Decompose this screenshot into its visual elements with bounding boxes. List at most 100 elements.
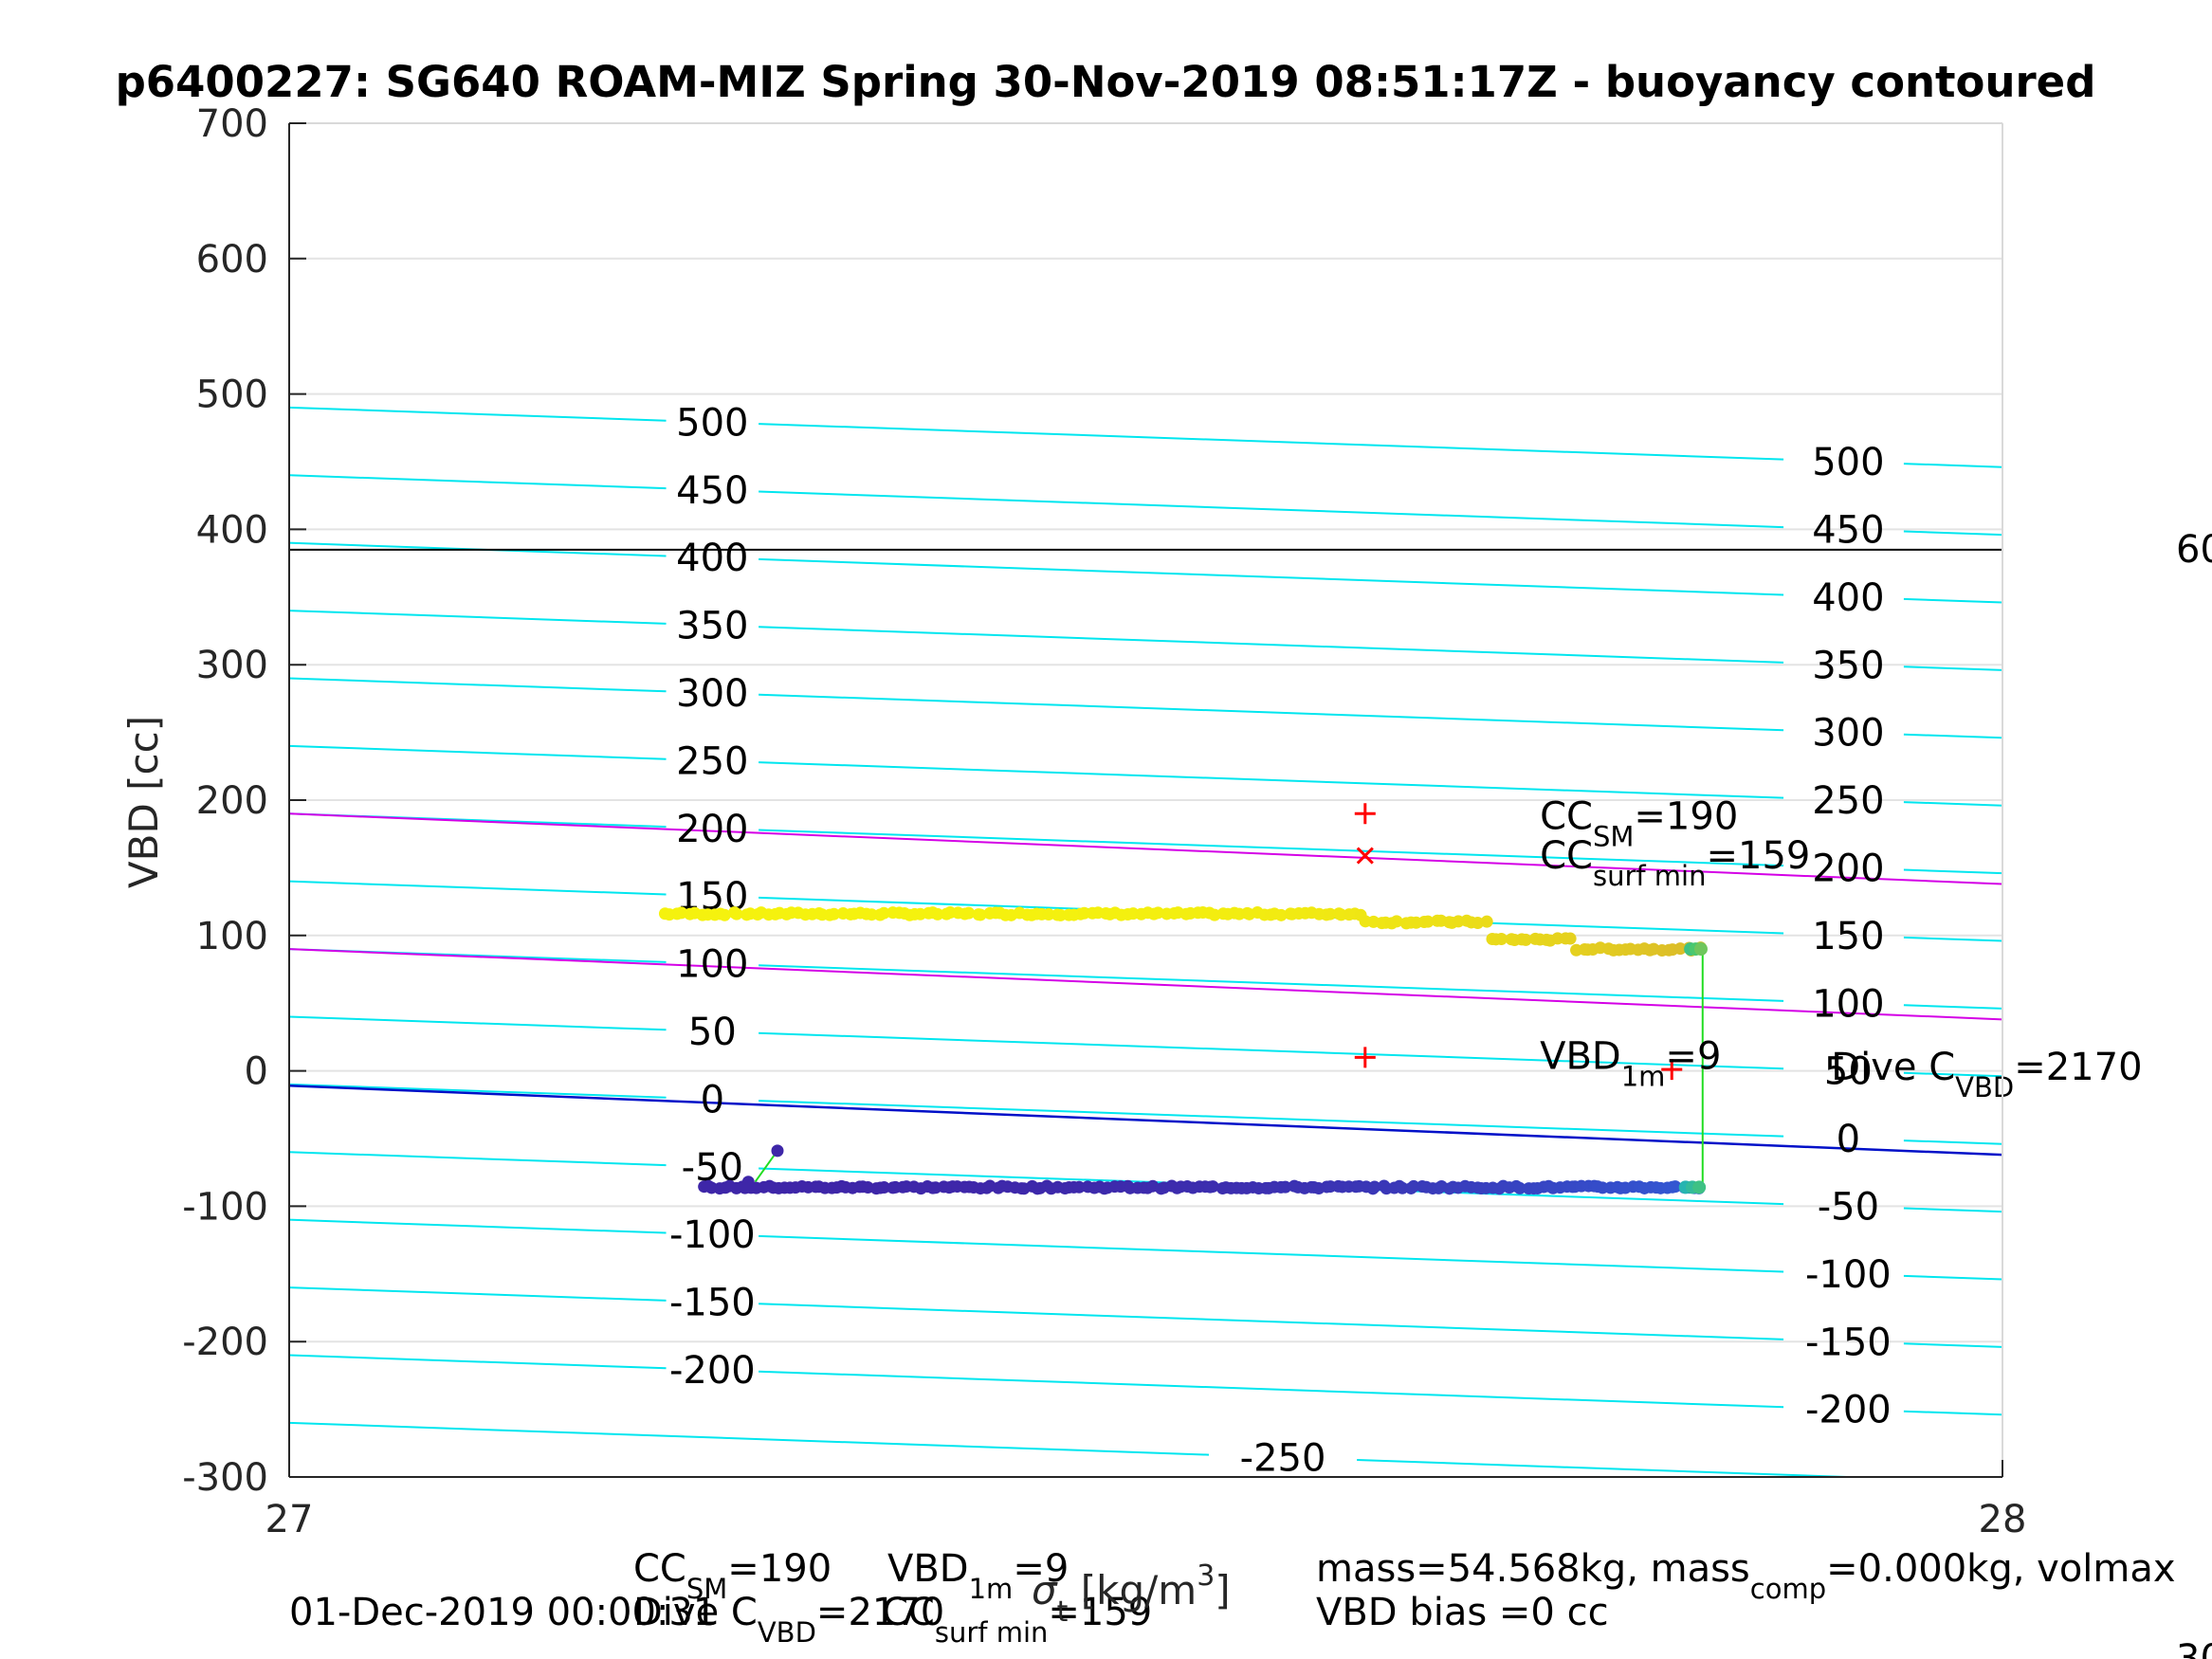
buoyancy-contour-line (1903, 1139, 2002, 1145)
buoyancy-contour-line (1903, 665, 2002, 671)
data-point (1513, 1181, 1526, 1194)
y-tick-label: -300 (182, 1456, 268, 1500)
buoyancy-contour-line (1903, 868, 2002, 875)
buoyancy-contour-line (759, 829, 1784, 867)
buoyancy-contour-line (1903, 1342, 2002, 1348)
buoyancy-contour-line (289, 610, 667, 625)
contour-label: 0 (701, 1078, 724, 1121)
buoyancy-contour-line (1903, 530, 2002, 537)
buoyancy-contour-line (759, 1303, 1784, 1340)
contour-label: -150 (669, 1282, 756, 1325)
y-tick-label: 200 (196, 779, 268, 823)
footer-mass: mass=54.568kg, masscomp=0.000kg, volmax (1316, 1547, 2176, 1605)
value-annotation: VBD1m=9 (1540, 1034, 1721, 1092)
data-point (1390, 915, 1403, 928)
data-point (1274, 908, 1288, 921)
data-point (828, 907, 841, 921)
buoyancy-contour-line (289, 744, 667, 760)
data-point (974, 908, 987, 921)
buoyancy-contour-line (759, 693, 1784, 732)
data-point (771, 1144, 784, 1158)
plus-marker (1354, 1047, 1376, 1068)
buoyancy-contour-line (759, 626, 1784, 664)
value-annotation: Dive CVBD=2170 (1831, 1046, 2142, 1103)
value-annotation: CCsurf min=159 (1540, 834, 1810, 892)
buoyancy-contour-line (289, 1083, 667, 1099)
buoyancy-contour-line (289, 1354, 667, 1370)
value-annotation: CCSM=190 (1540, 795, 1738, 853)
buoyancy-contour-line (289, 677, 667, 693)
right-margin-text: 60 (2176, 528, 2212, 572)
plus-marker (1661, 1059, 1683, 1081)
scatter-points (658, 906, 1708, 1195)
footer-dive-c: Dive CVBD=2170 (633, 1591, 944, 1649)
y-tick-label: -200 (182, 1321, 268, 1364)
buoyancy-contour-line (1903, 463, 2002, 468)
buoyancy-contour-line (289, 880, 667, 896)
buoyancy-contour-line (1903, 1410, 2002, 1416)
buoyancy-contour-line (759, 557, 1784, 596)
contour-label: 0 (1837, 1118, 1860, 1161)
contour-label: 500 (676, 401, 748, 445)
buoyancy-contour-line (289, 1286, 667, 1302)
x-marker (1356, 847, 1374, 865)
buoyancy-contour-line (1903, 1207, 2002, 1213)
contour-label: 400 (676, 537, 748, 580)
data-point (718, 908, 731, 921)
contour-label: -100 (669, 1213, 756, 1257)
contour-label: 300 (676, 672, 748, 716)
data-point (1396, 1181, 1409, 1194)
contour-label: -200 (669, 1349, 756, 1393)
contour-label: 200 (1812, 847, 1884, 890)
contour-label: 50 (688, 1011, 737, 1054)
data-point (962, 906, 976, 920)
buoyancy-contour-line (759, 964, 1784, 1002)
buoyancy-contour-line (289, 474, 667, 490)
data-point (1673, 942, 1687, 956)
y-tick-label: 500 (196, 374, 268, 417)
contour-label: -200 (1805, 1389, 1892, 1432)
contour-label: -50 (1818, 1185, 1879, 1229)
chart-title: p6400227: SG640 ROAM-MIZ Spring 30-Nov-2… (116, 57, 2096, 107)
contour-label: 200 (676, 808, 748, 851)
data-point (1494, 932, 1508, 945)
plot-area: 500450400350300250200150100500-50-100-15… (289, 122, 2002, 1480)
connector-line (754, 1150, 778, 1183)
contour-label: 300 (1812, 712, 1884, 756)
buoyancy-contour-line (1357, 1459, 1874, 1477)
neutral-buoyancy-line (289, 1085, 2002, 1157)
data-point (1279, 1180, 1292, 1194)
data-point (1472, 916, 1485, 929)
y-tick-label: 700 (196, 102, 268, 146)
contour-label: 450 (676, 469, 748, 513)
data-point (1563, 932, 1577, 945)
buoyancy-contour-line (289, 1421, 1210, 1456)
buoyancy-contour-line (289, 1015, 667, 1031)
buoyancy-contour-line (1903, 1274, 2002, 1281)
contour-label: 450 (1812, 508, 1884, 552)
contour-label: 50 (1824, 1050, 1873, 1094)
y-axis-label: VBD [cc] (120, 716, 167, 888)
buoyancy-contour-line (759, 490, 1784, 529)
contour-label: 350 (1812, 644, 1884, 687)
contour-label: 100 (676, 943, 748, 987)
data-point (877, 906, 890, 920)
contour-label: 250 (676, 739, 748, 783)
contour-label: -100 (1805, 1253, 1892, 1297)
footer-cc-sm: CCSM=190 (633, 1547, 832, 1605)
buoyancy-contour-line (289, 1151, 667, 1167)
data-point (1042, 908, 1055, 921)
data-point (1519, 933, 1532, 946)
data-point (1206, 1180, 1219, 1194)
data-point (931, 907, 944, 921)
footer-cc-surf-min: CCsurf min=159 (882, 1591, 1152, 1649)
contour-label: 500 (1812, 441, 1884, 484)
y-tick-label: 400 (196, 508, 268, 552)
buoyancy-contour-line (289, 406, 667, 422)
contour-label: -150 (1805, 1321, 1892, 1364)
buoyancy-contour-line (759, 423, 1784, 461)
y-tick-label: 100 (196, 915, 268, 958)
buoyancy-contour-line (759, 1370, 1784, 1409)
x-tick-label: 28 (1979, 1498, 2027, 1541)
